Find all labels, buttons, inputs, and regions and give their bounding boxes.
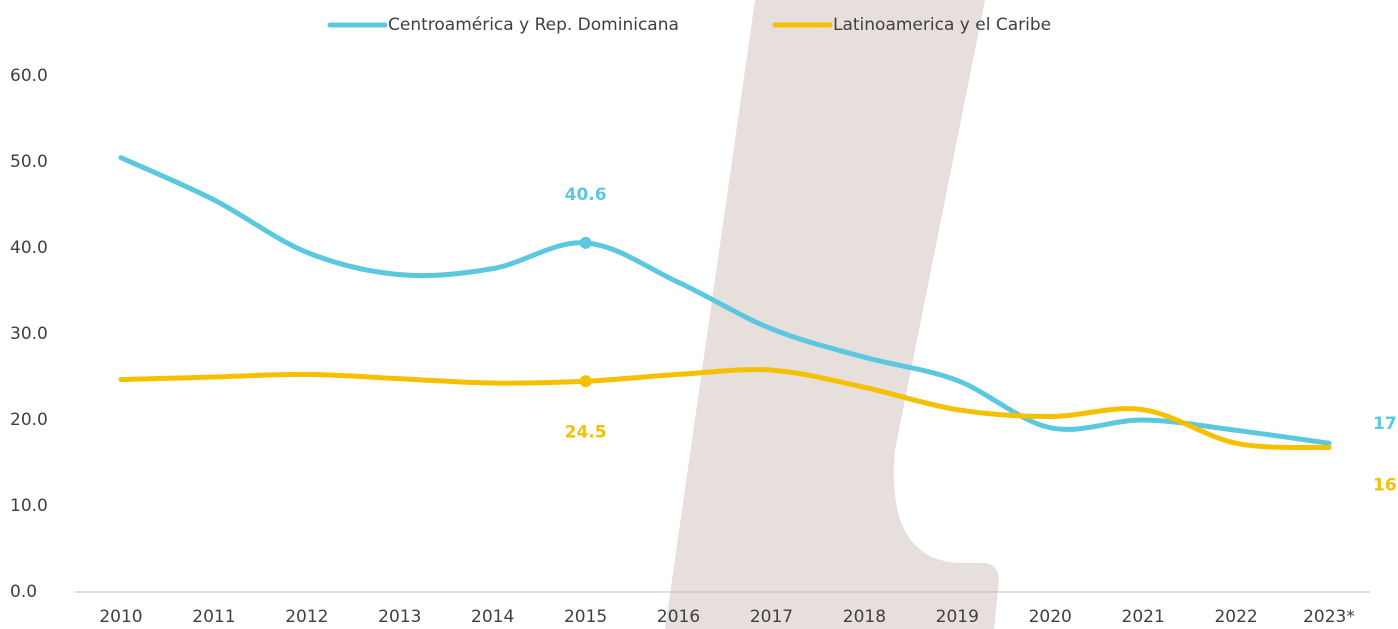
x-tick-label: 2011 <box>192 607 235 627</box>
x-tick-label: 2013 <box>378 607 421 627</box>
data-label: 16.8 <box>1373 476 1398 496</box>
data-label: 17.3 <box>1373 414 1398 434</box>
x-tick-label: 2010 <box>99 607 142 627</box>
y-tick-label: 30.0 <box>10 324 48 344</box>
background-shape <box>665 0 999 629</box>
x-tick-label: 2014 <box>471 607 514 627</box>
x-tick-label: 2019 <box>936 607 979 627</box>
x-tick-label: 2015 <box>564 607 607 627</box>
y-tick-label: 60.0 <box>10 66 48 86</box>
y-tick-label: 20.0 <box>10 410 48 430</box>
point-marker <box>579 236 592 249</box>
y-tick-label: 50.0 <box>10 152 48 172</box>
x-tick-label: 2023* <box>1303 607 1355 627</box>
series-line <box>118 367 1332 451</box>
y-tick-label: 40.0 <box>10 238 48 258</box>
x-tick-label: 2018 <box>843 607 886 627</box>
series-line <box>118 155 1332 446</box>
x-tick-label: 2022 <box>1214 607 1257 627</box>
legend-label: Latinoamerica y el Caribe <box>833 15 1051 35</box>
x-tick-label: 2021 <box>1122 607 1165 627</box>
x-tick-label: 2017 <box>750 607 793 627</box>
x-tick-label: 2016 <box>657 607 700 627</box>
legend-label: Centroamérica y Rep. Dominicana <box>388 15 679 35</box>
data-label: 40.6 <box>565 185 607 205</box>
y-tick-label: 0.0 <box>10 582 37 602</box>
x-tick-label: 2020 <box>1029 607 1072 627</box>
y-tick-label: 10.0 <box>10 496 48 516</box>
data-label: 24.5 <box>565 422 607 442</box>
x-tick-label: 2012 <box>285 607 328 627</box>
point-marker <box>579 375 592 388</box>
